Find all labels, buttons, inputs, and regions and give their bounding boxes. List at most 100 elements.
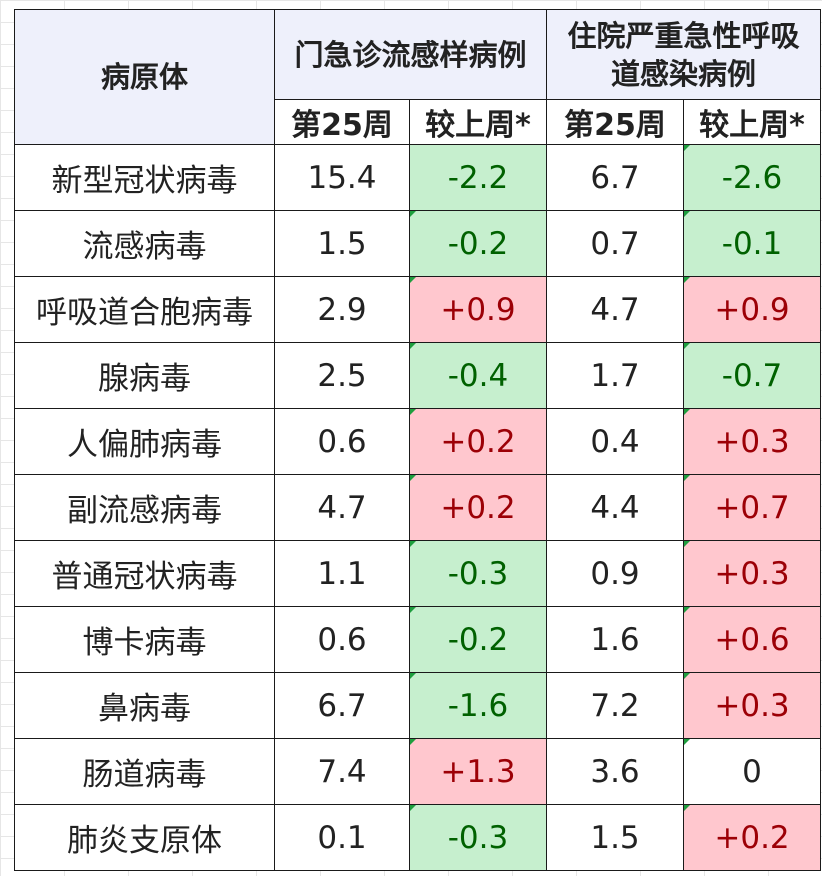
op-week-cell[interactable]: 2.5 (274, 342, 410, 409)
pathogen-positivity-table: 病原体 门急诊流感样病例 住院严重急性呼吸 道感染病例 第25周 较上周* 第2… (14, 9, 822, 871)
pathogen-name-cell[interactable]: 博卡病毒 (14, 606, 275, 673)
op-week-cell[interactable]: 1.5 (274, 210, 410, 277)
pathogen-name-cell[interactable]: 副流感病毒 (14, 474, 275, 541)
op-change-cell[interactable]: +0.2 (408, 408, 548, 475)
ip-change-cell[interactable]: +0.3 (683, 408, 822, 475)
header-row-main: 病原体 门急诊流感样病例 住院严重急性呼吸 道感染病例 (14, 9, 822, 145)
cell-note-marker (684, 409, 691, 415)
header-row-sub: 第25周 较上周* 第25周 较上周* (15, 99, 822, 145)
ip-week-cell[interactable]: 4.4 (546, 474, 685, 541)
ip-week-cell[interactable]: 3.6 (546, 738, 685, 805)
table-row: 腺病毒 2.5 -0.4 1.7 -0.7 (14, 342, 822, 409)
cell-note-marker (684, 541, 691, 547)
op-change-cell[interactable]: +0.9 (408, 276, 548, 343)
ip-week-cell[interactable]: 0.4 (546, 408, 685, 475)
pathogen-name-cell[interactable]: 呼吸道合胞病毒 (14, 276, 275, 343)
table-row: 肺炎支原体 0.1 -0.3 1.5 +0.2 (14, 804, 822, 871)
header-inpatient-line1: 住院严重急性呼吸 (567, 18, 800, 53)
ip-change-cell[interactable]: +0.3 (683, 672, 822, 739)
cell-note-marker (410, 805, 416, 811)
op-week-cell[interactable]: 1.1 (274, 540, 410, 607)
op-week-cell[interactable]: 7.4 (274, 738, 410, 805)
ip-week-cell[interactable]: 4.7 (546, 276, 685, 343)
op-week-cell[interactable]: 0.6 (274, 408, 410, 475)
header-inpatient-line2: 道感染病例 (611, 56, 757, 91)
cell-note-marker (684, 739, 691, 745)
cell-note-marker (410, 343, 416, 349)
header-ip-change[interactable]: 较上周* (683, 99, 822, 145)
op-change-cell[interactable]: -0.3 (408, 540, 548, 607)
header-pathogen[interactable]: 病原体 (14, 9, 275, 145)
ip-week-cell[interactable]: 1.6 (546, 606, 685, 673)
header-outpatient-ili[interactable]: 门急诊流感样病例 (273, 9, 548, 100)
ip-change-cell[interactable]: -2.6 (683, 144, 822, 211)
header-op-change[interactable]: 较上周* (408, 99, 548, 145)
op-change-cell[interactable]: -2.2 (408, 144, 548, 211)
ip-change-cell[interactable]: +0.6 (683, 606, 822, 673)
pathogen-name-cell[interactable]: 鼻病毒 (14, 672, 275, 739)
op-change-cell[interactable]: -0.4 (408, 342, 548, 409)
table-row: 鼻病毒 6.7 -1.6 7.2 +0.3 (14, 672, 822, 739)
table-row: 博卡病毒 0.6 -0.2 1.6 +0.6 (14, 606, 822, 673)
table-row: 呼吸道合胞病毒 2.9 +0.9 4.7 +0.9 (14, 276, 822, 343)
op-week-cell[interactable]: 15.4 (274, 144, 410, 211)
ip-week-cell[interactable]: 7.2 (546, 672, 685, 739)
op-change-cell[interactable]: -0.3 (408, 804, 548, 871)
table-row: 人偏肺病毒 0.6 +0.2 0.4 +0.3 (14, 408, 822, 475)
ip-change-cell[interactable]: -0.7 (683, 342, 822, 409)
op-week-cell[interactable]: 6.7 (274, 672, 410, 739)
pathogen-name-cell[interactable]: 普通冠状病毒 (14, 540, 275, 607)
cell-note-marker (684, 277, 691, 283)
ip-week-cell[interactable]: 0.9 (546, 540, 685, 607)
op-week-cell[interactable]: 2.9 (274, 276, 410, 343)
cell-note-marker (410, 673, 416, 679)
cell-note-marker (684, 343, 691, 349)
ip-week-cell[interactable]: 0.7 (546, 210, 685, 277)
op-change-cell[interactable]: -0.2 (408, 210, 548, 277)
cell-note-marker (684, 673, 691, 679)
cell-note-marker (684, 475, 691, 481)
ip-change-cell[interactable]: +0.7 (683, 474, 822, 541)
cell-note-marker (410, 409, 416, 415)
pathogen-name-cell[interactable]: 人偏肺病毒 (14, 408, 275, 475)
pathogen-name-cell[interactable]: 腺病毒 (14, 342, 275, 409)
op-change-cell[interactable]: +0.2 (408, 474, 548, 541)
op-week-cell[interactable]: 0.1 (274, 804, 410, 871)
cell-note-marker (684, 211, 691, 217)
ip-change-cell[interactable]: +0.3 (683, 540, 822, 607)
table-row: 普通冠状病毒 1.1 -0.3 0.9 +0.3 (14, 540, 822, 607)
cell-note-marker (410, 541, 416, 547)
op-change-cell[interactable]: +1.3 (408, 738, 548, 805)
table-row: 肠道病毒 7.4 +1.3 3.6 0 (14, 738, 822, 805)
pathogen-name-cell[interactable]: 流感病毒 (14, 210, 275, 277)
cell-note-marker (684, 805, 691, 811)
cell-note-marker (410, 739, 416, 745)
header-inpatient-sari[interactable]: 住院严重急性呼吸 道感染病例 (546, 9, 822, 100)
ip-week-cell[interactable]: 1.5 (546, 804, 685, 871)
pathogen-name-cell[interactable]: 肠道病毒 (14, 738, 275, 805)
table-row: 副流感病毒 4.7 +0.2 4.4 +0.7 (14, 474, 822, 541)
table-row: 新型冠状病毒 15.4 -2.2 6.7 -2.6 (14, 144, 822, 211)
header-op-week[interactable]: 第25周 (274, 99, 410, 145)
pathogen-name-cell[interactable]: 新型冠状病毒 (14, 144, 275, 211)
op-change-cell[interactable]: -0.2 (408, 606, 548, 673)
op-week-cell[interactable]: 0.6 (274, 606, 410, 673)
cell-note-marker (410, 211, 416, 217)
op-change-cell[interactable]: -1.6 (408, 672, 548, 739)
cell-note-marker (410, 607, 416, 613)
ip-week-cell[interactable]: 6.7 (546, 144, 685, 211)
header-ip-week[interactable]: 第25周 (546, 99, 685, 145)
cell-note-marker (684, 607, 691, 613)
op-week-cell[interactable]: 4.7 (274, 474, 410, 541)
ip-change-cell[interactable]: 0 (683, 738, 822, 805)
cell-note-marker (410, 277, 416, 283)
ip-change-cell[interactable]: -0.1 (683, 210, 822, 277)
ip-change-cell[interactable]: +0.2 (683, 804, 822, 871)
cell-note-marker (410, 475, 416, 481)
cell-note-marker (684, 145, 691, 151)
pathogen-name-cell[interactable]: 肺炎支原体 (14, 804, 275, 871)
ip-week-cell[interactable]: 1.7 (546, 342, 685, 409)
table-row: 流感病毒 1.5 -0.2 0.7 -0.1 (14, 210, 822, 277)
table-body: 新型冠状病毒 15.4 -2.2 6.7 -2.6 流感病毒 1.5 -0.2 0.7 -0.1 呼… (14, 144, 822, 871)
ip-change-cell[interactable]: +0.9 (683, 276, 822, 343)
